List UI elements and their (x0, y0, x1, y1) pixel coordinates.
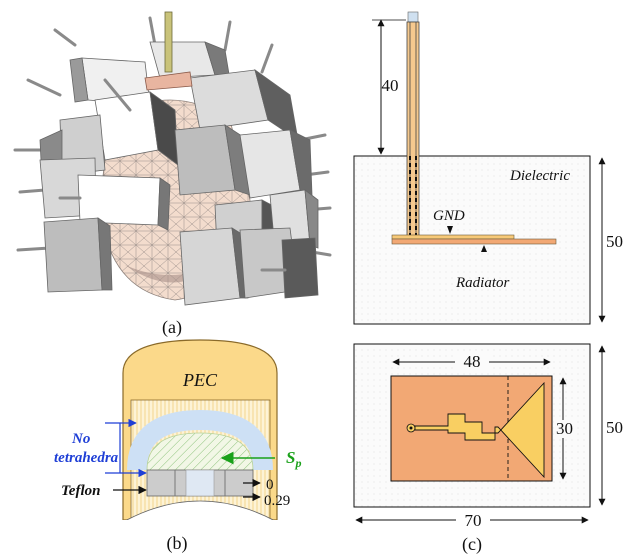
dim-48-label: 48 (464, 352, 481, 371)
panel-a-head-model (13, 11, 332, 306)
radiator-shape (414, 381, 545, 479)
gnd-strip (391, 234, 515, 240)
dim-029-label: 0.29 (264, 493, 290, 509)
dim-0-label: 0 (266, 477, 274, 493)
probe-rods-front (58, 78, 287, 272)
dim-30-label: 30 (556, 419, 573, 438)
feed-patch (144, 71, 193, 91)
gnd-label: GND (433, 208, 465, 224)
pec-label: PEC (182, 370, 218, 390)
caption-a: (a) (162, 317, 182, 338)
dim-40-label: 40 (382, 76, 399, 95)
probe-blocks (39, 41, 319, 306)
feed-probe (164, 11, 173, 73)
no-tetrahedra-label-2: tetrahedra (54, 450, 119, 466)
inner-shell (127, 409, 273, 471)
dim-70-label: 70 (465, 511, 482, 530)
panel-c-side-view: 40 50 Dielectric GND Radiator (353, 11, 623, 325)
dielectric-label: Dielectric (509, 168, 570, 184)
caption-c: (c) (462, 534, 482, 555)
panel-b-cross-section: PEC No tetrahedra Sp Teflon 0 0.29 (54, 339, 301, 532)
caption-b: (b) (167, 533, 188, 554)
coax-feed (406, 21, 420, 237)
radiator-label: Radiator (455, 275, 509, 291)
radiator-strip (391, 238, 557, 245)
sp-label: Sp (286, 448, 301, 470)
dim-50-bottom-label: 50 (606, 418, 623, 437)
teflon-label: Teflon (61, 483, 100, 499)
no-tetrahedra-label-1: No (71, 431, 90, 447)
head-boundary (122, 500, 278, 523)
panel-c-top-view: 48 30 50 70 (353, 343, 623, 530)
dim-50-top-label: 50 (606, 232, 623, 251)
